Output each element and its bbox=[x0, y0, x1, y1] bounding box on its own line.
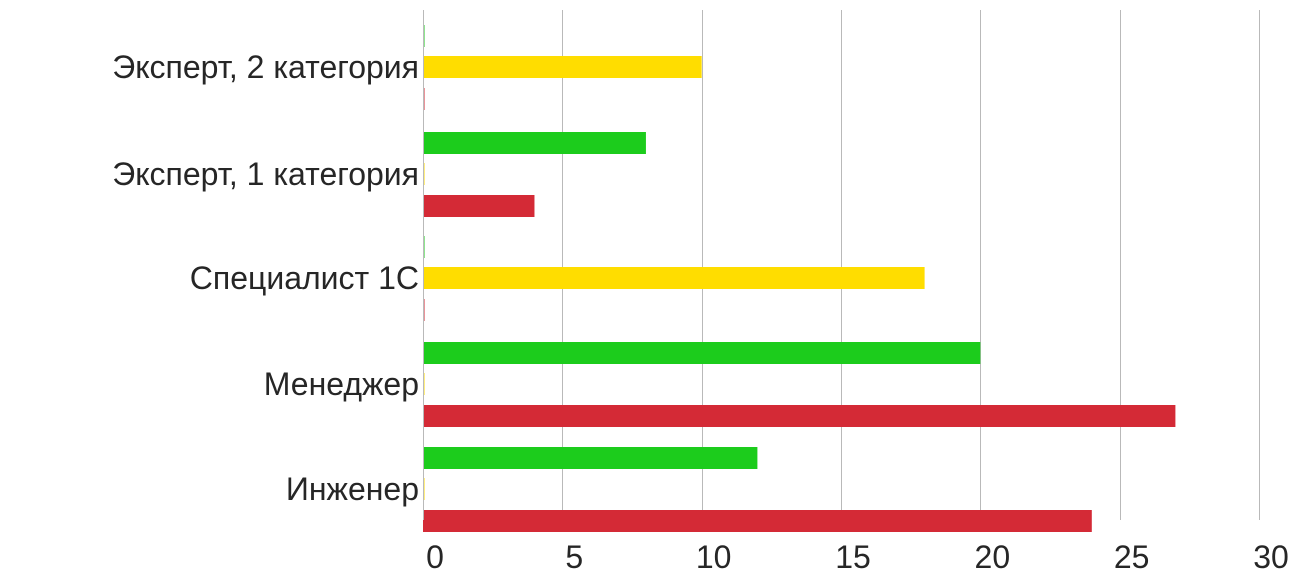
bar bbox=[423, 56, 702, 78]
category-label: Инженер bbox=[286, 471, 419, 507]
bar bbox=[423, 132, 646, 154]
bar bbox=[423, 447, 758, 469]
bar bbox=[423, 342, 981, 364]
x-tick-label: 5 bbox=[565, 539, 583, 575]
x-tick-label: 10 bbox=[696, 539, 732, 575]
x-tick-label: 0 bbox=[426, 539, 444, 575]
category-label: Менеджер bbox=[264, 366, 419, 402]
x-tick-label: 20 bbox=[975, 539, 1011, 575]
grid-layer bbox=[562, 10, 1260, 520]
x-tick-label: 15 bbox=[835, 539, 871, 575]
x-tick-label: 30 bbox=[1253, 539, 1289, 575]
bar bbox=[423, 510, 1092, 532]
bar-layer bbox=[423, 25, 1176, 532]
category-label: Специалист 1С bbox=[190, 260, 419, 296]
x-tick-labels: 0 5 10 15 20 25 30 bbox=[426, 539, 1289, 575]
category-labels: Эксперт, 2 категория Эксперт, 1 категория… bbox=[112, 49, 419, 507]
x-tick-label: 25 bbox=[1114, 539, 1150, 575]
bar bbox=[423, 195, 535, 217]
bar bbox=[423, 267, 925, 289]
bar bbox=[423, 405, 1176, 427]
category-label: Эксперт, 1 категория bbox=[112, 156, 419, 192]
category-label: Эксперт, 2 категория bbox=[112, 49, 419, 85]
